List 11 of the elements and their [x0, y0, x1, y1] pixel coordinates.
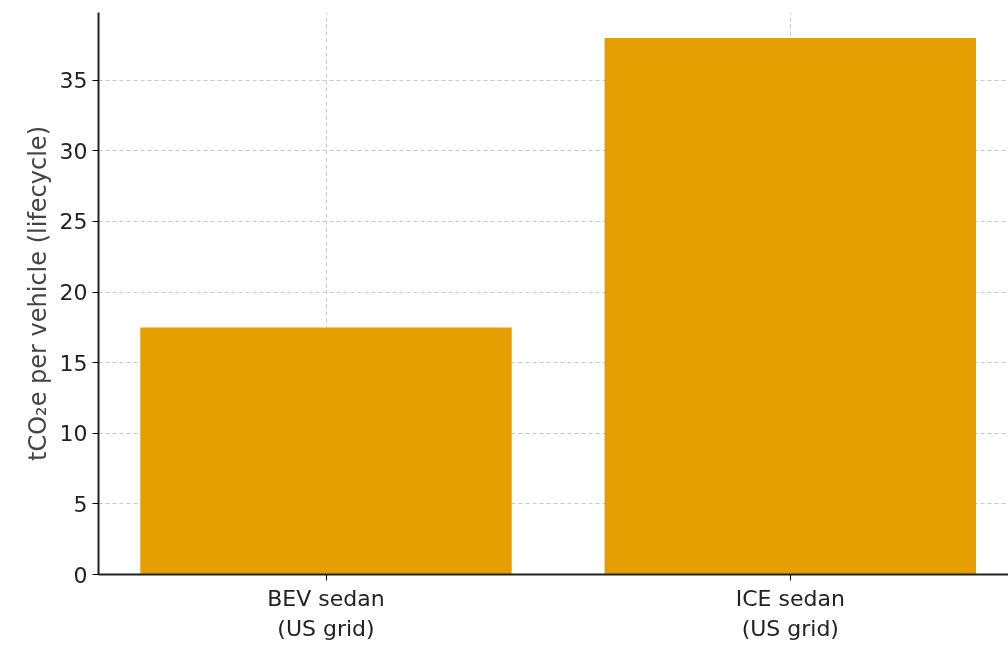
- y-tick-label: 10: [59, 421, 88, 447]
- y-tick-label: 15: [59, 350, 88, 376]
- y-tick-label: 25: [59, 209, 88, 235]
- y-axis-title: tCO₂e per vehicle (lifecycle): [23, 126, 52, 461]
- x-tick-label: ICE sedan (US grid): [735, 585, 845, 641]
- y-tick-label: 20: [59, 280, 88, 306]
- y-tick-label: 0: [73, 562, 88, 588]
- x-tick-label: BEV sedan (US grid): [267, 585, 385, 641]
- y-tick-label: 5: [73, 491, 88, 517]
- y-tick-label: 35: [59, 68, 88, 94]
- y-tick-label: 30: [59, 138, 88, 164]
